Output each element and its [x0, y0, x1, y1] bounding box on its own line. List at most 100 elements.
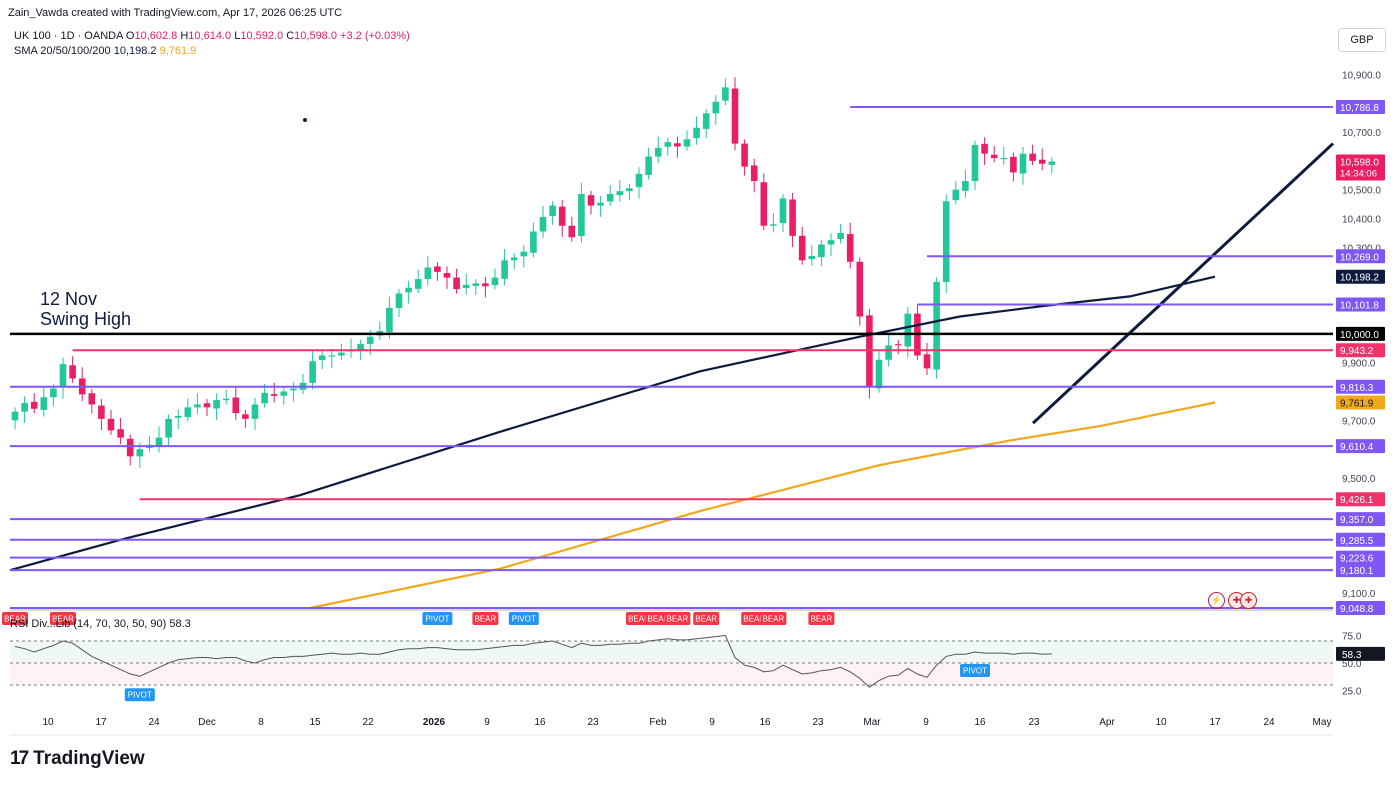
candle-body [885, 345, 892, 360]
x-tick-label: 16 [759, 717, 771, 728]
high-label: H [180, 30, 189, 42]
candle-body [40, 397, 48, 410]
level-tag [1336, 563, 1385, 578]
rsi-tick-label: 50.0 [1342, 659, 1362, 670]
candle-body [290, 388, 297, 391]
candle-body [568, 225, 576, 238]
rsi-signal-badge [808, 612, 835, 625]
candle-body [741, 143, 748, 167]
level-tag [1336, 379, 1385, 394]
x-tick-label: 24 [148, 717, 160, 728]
rsi-signal-label: PIVOT [512, 615, 536, 624]
chart-dot [303, 118, 307, 122]
level-tag [1336, 601, 1385, 615]
candle-body [1048, 161, 1056, 165]
level-tag [1336, 297, 1385, 312]
candle-body [530, 231, 537, 253]
rsi-signal-label: PIVOT [425, 615, 449, 624]
candle-body [798, 235, 806, 261]
x-tick-label: 16 [534, 717, 546, 728]
candle-body [558, 206, 566, 226]
currency-button[interactable]: GBP [1338, 28, 1386, 52]
candle-body [645, 156, 652, 176]
rsi-signal-badge [693, 612, 720, 625]
candle-body [549, 205, 556, 216]
candle-body [606, 194, 614, 202]
lightning-icon[interactable]: ⚡ [1208, 592, 1225, 609]
uk-flag-icon-2[interactable]: ✚ [1240, 592, 1257, 609]
y-tick-label: 10,500.0 [1342, 186, 1381, 197]
level-tag [1336, 326, 1385, 341]
level-label: 9,426.1 [1340, 495, 1374, 506]
rsi-signal-badge [50, 612, 76, 625]
y-tick-label: 9,700.0 [1342, 416, 1376, 427]
candle-body [434, 266, 441, 272]
swing-high-annotation: 12 Nov Swing High [40, 289, 131, 329]
rsi-signal-label: BEAR [628, 615, 650, 624]
candle-body [808, 256, 816, 260]
y-tick-label: 9,100.0 [1342, 589, 1376, 600]
candle-body [414, 279, 422, 289]
candle-body [462, 284, 470, 288]
tradingview-logo[interactable]: 17 TradingView [10, 748, 145, 769]
level-label: 9,180.1 [1340, 566, 1374, 577]
candle-body [107, 418, 115, 431]
level-label: 9,285.5 [1340, 536, 1374, 547]
candle-body [88, 393, 96, 405]
candle-body [722, 87, 729, 101]
candle-body [1010, 156, 1017, 173]
open-value: 10,602.8 [134, 30, 178, 42]
candle-body [942, 201, 950, 282]
candle-body [635, 173, 643, 188]
candle-body [270, 394, 278, 396]
rsi-signal-label: BEAP [648, 615, 669, 624]
x-tick-label: 23 [1028, 717, 1040, 728]
candle-body [693, 127, 700, 139]
candle-body [750, 165, 758, 182]
candle-body [904, 313, 912, 347]
candle-body [338, 352, 345, 356]
candle-body [30, 401, 38, 409]
rsi-signal-label: BEAR [763, 615, 785, 624]
candle-body [21, 403, 28, 412]
candle-body [875, 359, 883, 389]
candle-body [165, 418, 172, 438]
symbol-label[interactable]: UK 100 · 1D · OANDA [14, 30, 123, 42]
x-tick-label: 9 [709, 717, 715, 728]
sma-200-line [309, 401, 1216, 610]
y-tick-label: 10,400.0 [1342, 215, 1381, 226]
sma-label[interactable]: SMA 20/50/100/200 [14, 45, 111, 57]
rsi-signal-badge [960, 664, 990, 677]
level-label: 9,816.3 [1340, 383, 1374, 394]
rsi-legend[interactable]: RSI Div...Lib (14, 70, 30, 50, 90) 58.3 [10, 618, 191, 630]
level-tag [1336, 550, 1385, 565]
rsi-signal-badge [2, 612, 28, 625]
x-tick-label: Apr [1099, 717, 1115, 728]
rsi-current-label: 58.3 [1342, 650, 1362, 661]
candle-body [990, 154, 998, 159]
candle-body [510, 257, 518, 261]
candle-body [683, 139, 691, 147]
candle-body [155, 437, 163, 446]
rsi-signal-label: BEAR [4, 615, 26, 624]
candle-body [126, 438, 134, 457]
ohlc-legend: UK 100 · 1D · OANDA O10,602.8 H10,614.0 … [14, 30, 410, 42]
low-label: L [234, 30, 241, 42]
rsi-signal-label: BEAR [475, 615, 497, 624]
rsi-upper-band [10, 641, 1333, 663]
x-tick-label: 10 [1155, 717, 1167, 728]
x-tick-label: 17 [1209, 717, 1221, 728]
candle-body [261, 392, 268, 404]
candle-body [702, 113, 710, 129]
x-tick-label: 9 [484, 717, 490, 728]
rsi-signal-badge [508, 612, 539, 625]
candle-body [626, 188, 633, 192]
candle-body [11, 411, 19, 421]
rsi-signal-label: BEAR [667, 615, 689, 624]
candle-body [482, 283, 489, 287]
x-tick-label: 16 [974, 717, 986, 728]
candle-body [712, 101, 720, 114]
candle-body [923, 354, 931, 369]
candle-body [1038, 159, 1046, 164]
